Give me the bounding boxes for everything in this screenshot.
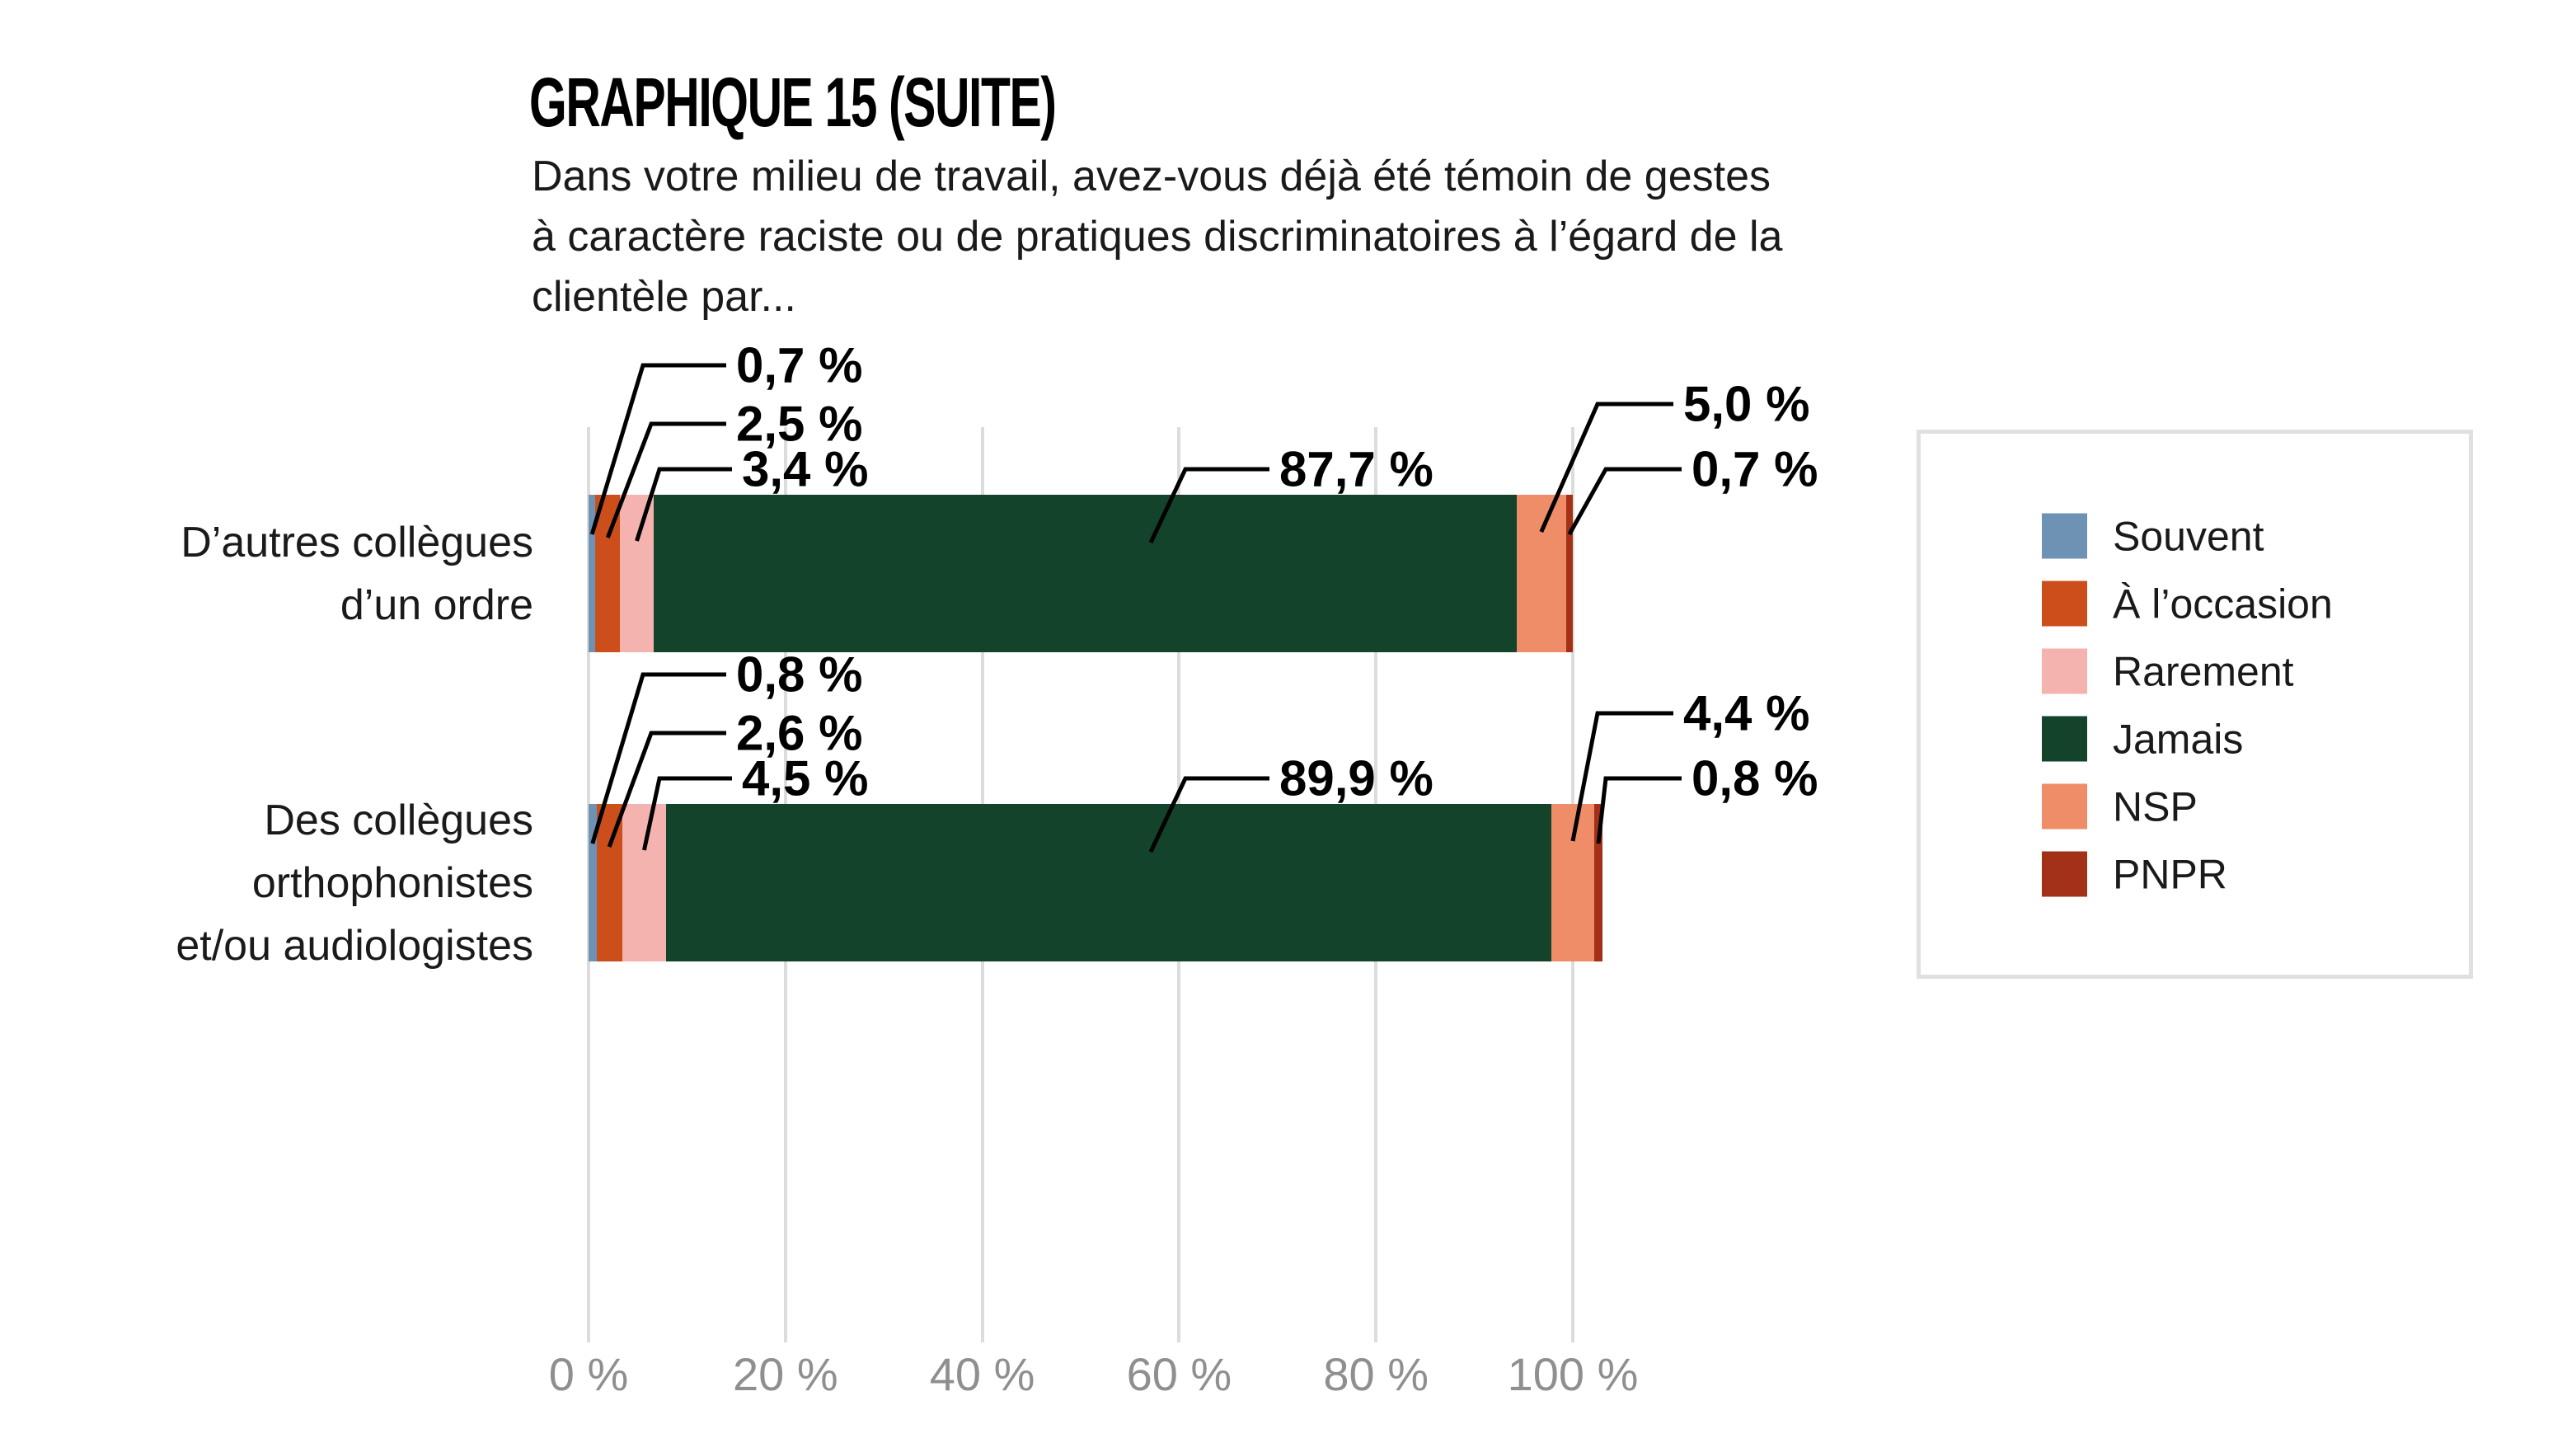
value-label: 0,7 % [1692,441,1818,497]
bar-segment-jamais [653,495,1517,652]
legend-swatch [2042,580,2087,627]
legend-item: À l’occasion [2042,580,2333,627]
legend-swatch [2042,716,2087,762]
value-label: 2,5 % [736,396,863,452]
bar-segment-pnpr [1594,804,1602,961]
x-tick-label: 20 % [732,1348,838,1400]
category-label-line: d’un ordre [340,580,533,629]
legend-swatch [2042,783,2087,830]
bar-segment-souvent [589,804,597,961]
legend-label: Jamais [2113,716,2244,762]
legend-swatch [2042,648,2087,694]
bar-segment-rarement [620,495,654,652]
chart-subtitle-line: clientèle par... [532,273,796,321]
chart-subtitle: Dans votre milieu de travail, avez-vous … [532,147,1782,327]
chart-subtitle-line: à caractère raciste ou de pratiques disc… [532,213,1783,261]
bar-segment--l-occasion [596,804,622,961]
callout-line [1596,776,1682,844]
bar-segment-pnpr [1565,495,1573,652]
legend-label: NSP [2113,783,2198,830]
bar-segment--l-occasion [595,495,621,652]
category-label: Des collègues orthophonistes et/ou audiolo… [176,789,533,977]
value-label: 87,7 % [1279,441,1433,497]
value-label: 5,0 % [1683,376,1810,432]
chart-subtitle-line: Dans votre milieu de travail, avez-vous … [532,153,1771,200]
bar-segment-jamais [666,804,1551,961]
category-label-line: D’autres collègues [181,518,533,566]
category-label-line: et/ou audiologistes [176,921,533,970]
value-label: 0,7 % [736,337,863,393]
legend-item: Souvent [2042,513,2264,559]
bar-segment-rarement [622,804,667,961]
callout-line [1567,467,1682,536]
value-label: 4,4 % [1683,685,1810,741]
bar-segment-nsp [1516,495,1566,652]
value-label: 2,6 % [736,705,863,761]
legend-swatch [2042,513,2087,559]
legend-label: Souvent [2113,513,2264,559]
legend-item: Jamais [2042,716,2244,762]
x-tick-label: 0 % [548,1348,629,1400]
legend-item: PNPR [2042,851,2227,897]
legend-swatch [2042,851,2087,897]
chart-title: GRAPHIQUE 15 (SUITE) [529,63,1057,141]
bar-segment-souvent [589,495,596,652]
legend-label: À l’occasion [2113,580,2333,627]
x-tick-label: 100 % [1507,1348,1639,1400]
legend-item: NSP [2042,783,2198,830]
value-label: 0,8 % [1692,750,1818,806]
bar-segment-nsp [1551,804,1595,961]
value-label: 4,5 % [742,750,869,806]
legend-label: Rarement [2113,648,2294,694]
legend: Souvent À l’occasion Rarement Jamais NSP PNPR [1917,430,2473,979]
legend-item: Rarement [2042,648,2294,694]
x-tick-label: 40 % [929,1348,1035,1400]
category-label-line: Des collègues [264,796,533,844]
category-label: D’autres collègues d’un ordre [181,511,533,637]
x-tick-label: 60 % [1126,1348,1232,1400]
legend-label: PNPR [2113,851,2227,897]
value-label: 0,8 % [736,646,863,703]
value-label: 3,4 % [742,441,869,497]
x-tick-label: 80 % [1323,1348,1429,1400]
value-label: 89,9 % [1279,750,1433,806]
category-label-line: orthophonistes [251,858,533,907]
